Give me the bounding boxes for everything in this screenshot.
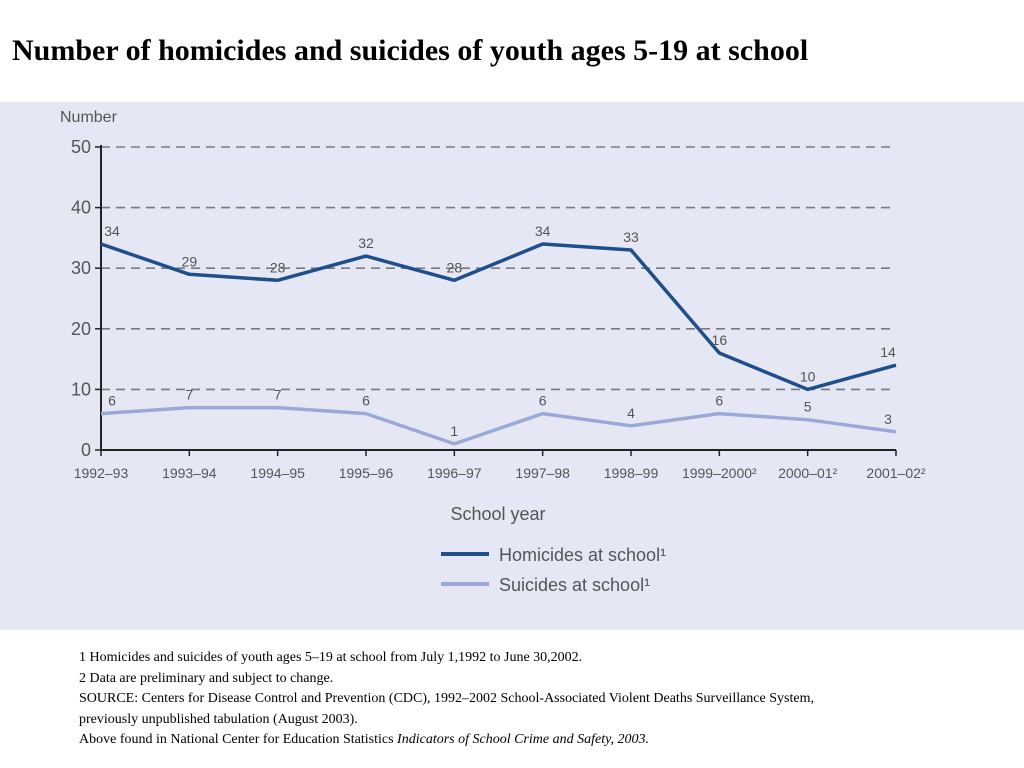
data-label: 34 [535, 223, 551, 239]
x-axis-label: School year [450, 504, 545, 524]
data-label: 16 [712, 332, 728, 348]
x-tick-label: 1992–93 [74, 465, 129, 481]
legend: Homicides at school¹ Suicides at school¹ [441, 545, 666, 595]
data-label: 5 [804, 399, 812, 415]
line-chart: 0 10 20 30 40 50 1992–93 1993–94 1994–95 1995–96 1… [60, 109, 926, 595]
source-note: SOURCE: Centers for Disease Control and … [79, 691, 814, 706]
page-title: Number of homicides and suicides of yout… [12, 34, 809, 67]
legend-entry: Suicides at school¹ [499, 575, 650, 595]
data-label: 14 [880, 344, 896, 360]
y-tick-label: 20 [71, 319, 91, 339]
data-label: 3 [884, 411, 892, 427]
legend-entry: Homicides at school¹ [499, 545, 666, 565]
series-line-suicides [100, 405, 897, 446]
data-label: 6 [539, 393, 547, 409]
data-label: 34 [104, 223, 120, 239]
x-tick-label: 1993–94 [162, 465, 217, 481]
data-label: 10 [800, 368, 816, 384]
x-tick-label: 1997–98 [515, 465, 570, 481]
series-lines [100, 242, 897, 446]
axes: 0 10 20 30 40 50 1992–93 1993–94 1994–95 1995–96 1… [71, 137, 926, 481]
grid-lines [101, 146, 896, 391]
attribution-prefix: Above found in National Center for Educa… [79, 732, 398, 747]
chart-panel: 0 10 20 30 40 50 1992–93 1993–94 1994–95 1995–96 1… [0, 102, 1024, 630]
y-tick-label: 0 [81, 440, 91, 460]
data-label: 1 [450, 423, 458, 439]
footnote-2: 2 Data are preliminary and subject to ch… [79, 670, 334, 686]
x-tick-label: 2001–02² [866, 465, 926, 481]
data-label: 28 [447, 259, 463, 275]
data-label: 6 [108, 393, 116, 409]
data-label: 33 [623, 229, 639, 245]
data-label: 6 [362, 393, 370, 409]
data-label: 28 [270, 259, 286, 275]
data-label: 7 [274, 387, 282, 403]
x-tick-label: 2000–01² [778, 465, 838, 481]
y-axis-label: Number [60, 109, 118, 126]
x-tick-label: 1998–99 [604, 465, 659, 481]
source-note-continued: previously unpublished tabulation (Augus… [79, 711, 358, 727]
y-tick-label: 30 [71, 258, 91, 278]
y-tick-label: 40 [71, 198, 91, 218]
x-tick-label: 1996–97 [427, 465, 482, 481]
data-label: 4 [627, 405, 635, 421]
data-label: 32 [358, 235, 374, 251]
publication-title: Indicators of School Crime and Safety, 2… [397, 732, 650, 747]
data-label: 29 [182, 253, 198, 269]
series-line-homicides [100, 242, 897, 392]
attribution-note: Above found in National Center for Educa… [79, 730, 999, 751]
x-tick-label: 1999–2000² [682, 465, 757, 481]
x-tick-label: 1994–95 [250, 465, 305, 481]
footnote-1: 1 Homicides and suicides of youth ages 5… [79, 650, 583, 665]
x-tick-label: 1995–96 [339, 465, 394, 481]
data-label: 6 [715, 393, 723, 409]
y-tick-label: 50 [71, 137, 91, 157]
footnotes: 1 Homicides and suicides of youth ages 5… [79, 648, 999, 751]
y-tick-label: 10 [71, 379, 91, 399]
data-label: 7 [185, 387, 193, 403]
